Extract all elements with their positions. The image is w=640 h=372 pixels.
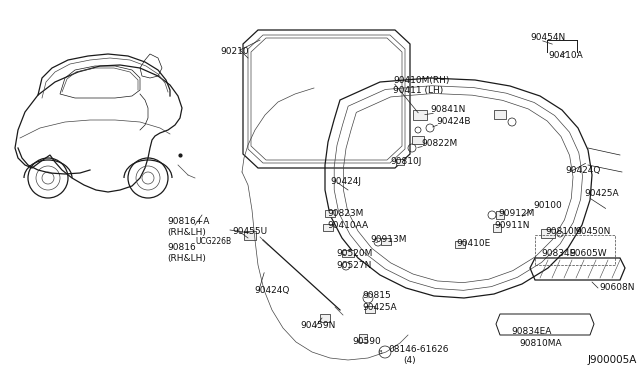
Text: 90455U: 90455U [232,227,267,235]
Text: 90410E: 90410E [456,238,490,247]
Text: 90911N: 90911N [494,221,529,230]
Text: 90410M(RH): 90410M(RH) [393,76,449,84]
Text: (RH&LH): (RH&LH) [167,228,206,237]
Text: 90459N: 90459N [300,321,335,330]
Text: 90912M: 90912M [498,208,534,218]
Text: 90605W: 90605W [569,250,607,259]
Text: 08146-61626: 08146-61626 [388,344,449,353]
Text: UCG226B: UCG226B [195,237,231,247]
Text: 90816+A: 90816+A [167,218,209,227]
Bar [455,241,465,248]
Bar [365,306,375,313]
Bar [396,159,404,165]
Text: (4): (4) [403,356,415,365]
Bar [535,235,615,265]
Bar [244,231,256,240]
Bar [412,136,424,144]
Text: 90810MA: 90810MA [519,339,562,347]
Bar [494,110,506,119]
Text: 90590: 90590 [352,337,381,346]
Text: 90822M: 90822M [421,138,457,148]
Text: 90810M: 90810M [545,228,582,237]
Text: 90815: 90815 [362,291,391,299]
Text: B: B [378,350,382,355]
Text: 90450N: 90450N [575,228,611,237]
Text: 90425A: 90425A [584,189,619,199]
Text: 90834E: 90834E [541,250,575,259]
Text: 90823M: 90823M [327,209,364,218]
Text: 90810J: 90810J [390,157,421,167]
Bar [493,224,501,232]
Bar [381,238,391,245]
Text: 90424B: 90424B [436,116,470,125]
Text: 90424Q: 90424Q [254,285,289,295]
Text: 90816: 90816 [167,243,196,251]
Bar [496,211,504,219]
Bar [320,314,330,322]
Text: 90841N: 90841N [430,106,465,115]
Bar [541,229,555,238]
Bar [342,250,354,257]
Text: 90834EA: 90834EA [511,327,552,336]
Bar [359,334,367,342]
Text: 90454N: 90454N [530,33,565,42]
Text: 90527N: 90527N [336,260,371,269]
Text: 90410A: 90410A [548,51,583,60]
Text: 90520M: 90520M [336,248,372,257]
Text: (RH&LH): (RH&LH) [167,253,206,263]
Text: 90424Q: 90424Q [565,166,600,174]
Text: 90411 (LH): 90411 (LH) [393,87,444,96]
Bar [325,210,335,217]
Bar [323,224,333,231]
Text: 90913M: 90913M [370,235,406,244]
Text: 90410AA: 90410AA [327,221,368,231]
Text: 90608N: 90608N [599,282,634,292]
Text: 90425A: 90425A [362,302,397,311]
Text: 90424J: 90424J [330,177,361,186]
Text: 90100: 90100 [533,202,562,211]
Text: J900005A: J900005A [588,355,637,365]
Text: 90210: 90210 [220,48,248,57]
Bar [413,110,427,120]
